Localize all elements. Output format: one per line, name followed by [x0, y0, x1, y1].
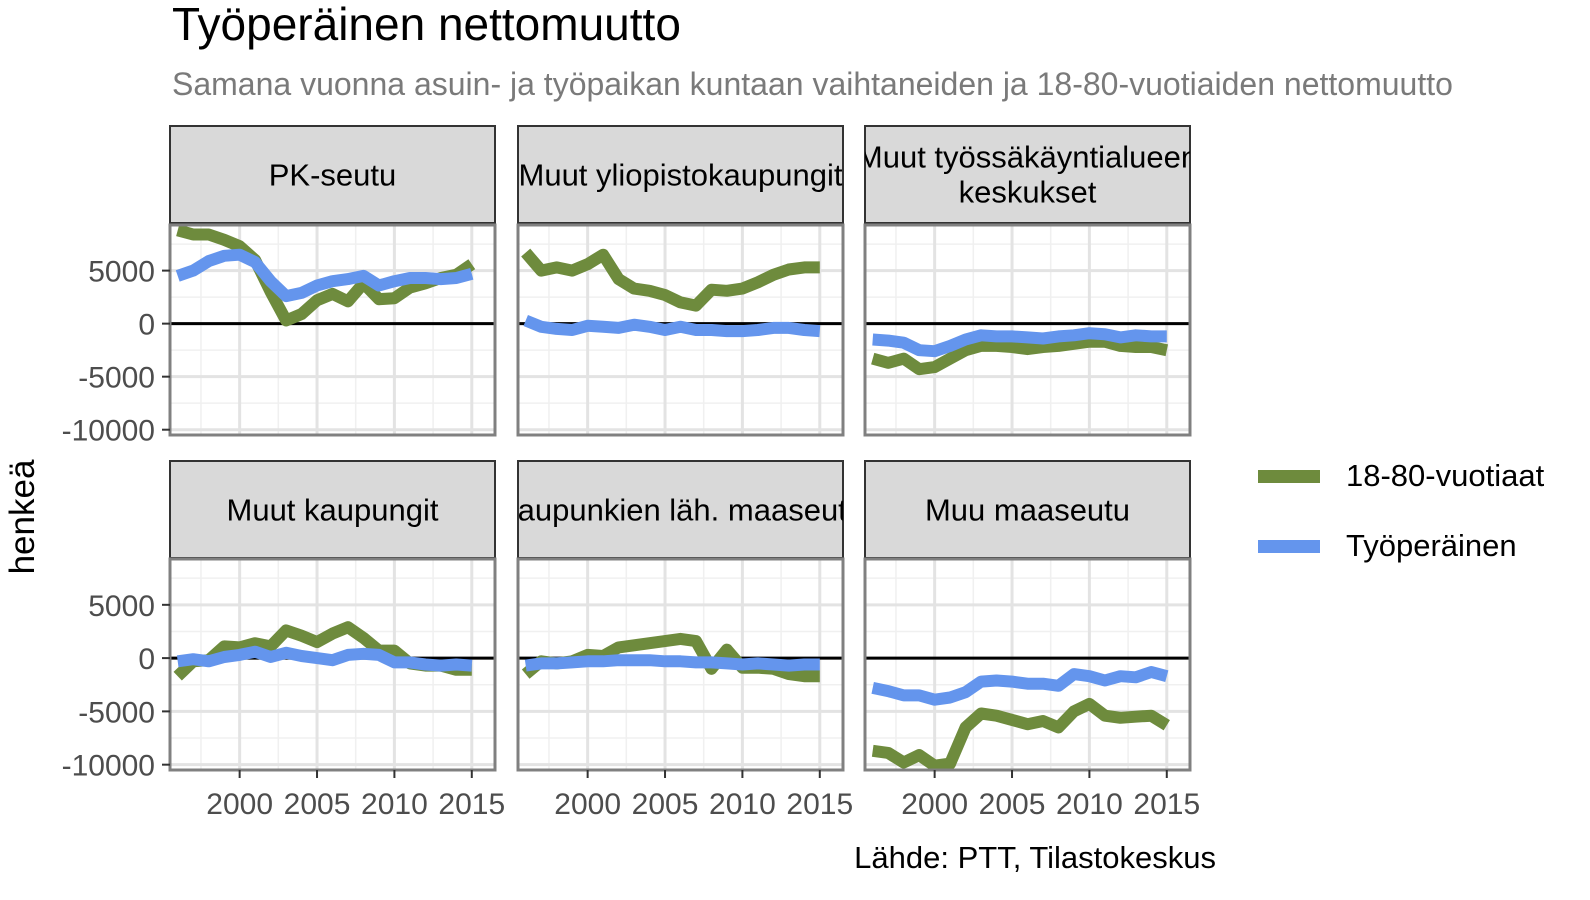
panel-background: [865, 559, 1190, 770]
legend-item-tyoperainen: Työperäinen: [1258, 526, 1578, 566]
y-tick-label: 0: [138, 309, 155, 342]
x-tick-label: 2005: [979, 788, 1046, 821]
y-tick-label: -10000: [62, 750, 155, 783]
x-tick-label: 2005: [632, 788, 699, 821]
series-line-tyoperainen: [871, 666, 1169, 706]
facet-strip-label: Kaupunkien läh. maaseutu: [497, 493, 864, 528]
y-tick-label: 0: [138, 643, 155, 676]
facet-panel: Muut yliopistokaupungit: [516, 125, 845, 437]
series-line-18-80: [871, 697, 1170, 772]
chart-subtitle: Samana vuonna asuin- ja työpaikan kuntaa…: [172, 66, 1453, 102]
source-caption: Lähde: PTT, Tilastokeskus: [854, 840, 1216, 875]
facet-strip: [864, 125, 1191, 224]
panel-border: [516, 557, 845, 772]
x-tick-label: 2010: [361, 788, 428, 821]
facet-strip-label: Muut työssäkäyntialueen keskukset: [857, 140, 1198, 210]
series-line-tyoperainen: [872, 327, 1167, 358]
x-tick-label: 2015: [438, 788, 505, 821]
panel-border: [168, 557, 497, 772]
panel-border: [863, 557, 1192, 772]
facet-panel: Kaupunkien läh. maaseutu 2000 2005 2010 2015: [497, 460, 864, 821]
panel-border: [516, 223, 845, 437]
series-line-tyoperainen: [524, 654, 820, 672]
facet-strip: [517, 460, 844, 559]
chart-title: Työperäinen nettomuutto: [172, 0, 681, 50]
x-tick-label: 2000: [901, 788, 968, 821]
y-tick-label: 5000: [88, 256, 155, 289]
facet-strip-label: PK-seutu: [269, 158, 397, 193]
y-tick-label: -10000: [62, 415, 155, 448]
series-line-18-80: [176, 224, 476, 327]
facet-strip: [517, 125, 844, 224]
series-line-18-80: [521, 248, 820, 312]
y-tick-label: -5000: [78, 362, 155, 395]
legend-label-tyoperainen: Työperäinen: [1346, 528, 1517, 563]
facet-panel: Muut työssäkäyntialueen keskukset: [857, 125, 1198, 437]
panel-border: [168, 223, 497, 437]
series-line-18-80: [871, 335, 1169, 376]
panel-border: [863, 223, 1192, 437]
facet-panel: PK-seutu 5000 0 -5000 -10000: [62, 125, 497, 448]
x-tick-label: 2000: [554, 788, 621, 821]
x-tick-label: 2015: [1133, 788, 1200, 821]
x-tick-label: 2005: [284, 788, 351, 821]
facet-strip-label: Muu maaseutu: [925, 493, 1130, 528]
facet-strip-label-line: Muut työssäkäyntialueen: [857, 140, 1198, 175]
legend-key-tyoperainen: [1258, 540, 1320, 553]
x-tick-label: 2010: [1056, 788, 1123, 821]
y-tick-label: 5000: [88, 590, 155, 623]
series-line-tyoperainen: [523, 314, 821, 338]
x-tick-label: 2010: [709, 788, 776, 821]
facet-strip: [169, 125, 496, 224]
legend-label-18-80: 18-80-vuotiaat: [1346, 458, 1545, 493]
facet-strip-label-line: keskukset: [959, 175, 1097, 210]
series-line-tyoperainen: [176, 645, 473, 672]
facet-strip-label: Muut yliopistokaupungit: [519, 158, 843, 193]
legend-key-18-80: [1258, 470, 1320, 483]
facet-strip-label: Muut kaupungit: [227, 493, 439, 528]
facet-strip: [864, 460, 1191, 559]
series-line-tyoperainen: [175, 248, 474, 303]
facet-panel: Muu maaseutu 2000 2005 2010 2015: [863, 460, 1200, 821]
y-tick-label: -5000: [78, 696, 155, 729]
legend-item-18-80: 18-80-vuotiaat: [1258, 456, 1578, 496]
x-tick-label: 2015: [786, 788, 853, 821]
facet-panel: Muut kaupungit 5000 0 -5000 -10000 2000 2005 20…: [62, 460, 505, 821]
x-tick-label: 2000: [206, 788, 273, 821]
